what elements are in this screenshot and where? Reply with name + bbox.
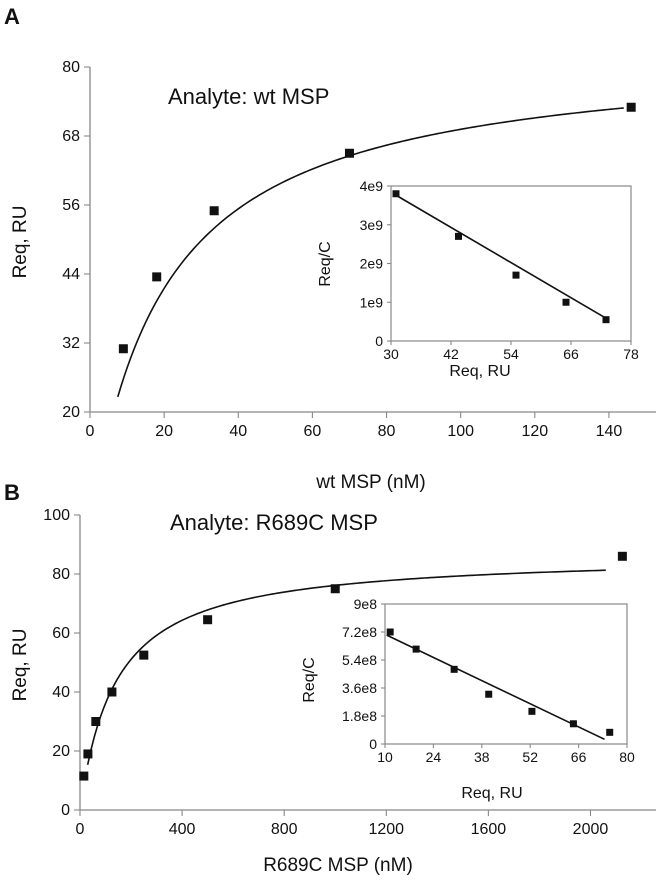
panel-b-inset-x-tick-label: 52: [522, 749, 538, 765]
panel-a-y-axis-title: Req, RU: [10, 206, 31, 279]
panel-a-fit-curve: [117, 107, 624, 398]
panel-a-inset-y-tick-label: 3e9: [360, 217, 384, 233]
panel-b-y-axis-title: Req, RU: [10, 629, 31, 702]
panel-b-inset-y-tick-label: 0: [369, 736, 377, 752]
panel-b-y-tick-label: 80: [52, 566, 70, 583]
panel-b-x-tick-label: 2000: [573, 821, 609, 838]
panel-b-fit-curve: [86, 569, 606, 765]
panel-b-x-tick-label: 1600: [471, 821, 507, 838]
panel-a-inset-data-point: [602, 316, 610, 324]
panel-b-data-point: [83, 749, 93, 759]
panel-a-inset-y-tick-label: 0: [375, 333, 383, 349]
panel-b-y-tick-label: 40: [52, 684, 70, 701]
panel-a-data-point: [118, 344, 128, 354]
panel-a-data-point: [209, 206, 219, 216]
panel-b-x-tick-label: 1200: [368, 821, 404, 838]
panel-b-inset-data-point: [569, 720, 577, 728]
panel-b-x-tick-label: 0: [76, 821, 85, 838]
panel-a-y-tick-label: 56: [62, 197, 80, 214]
panel-b-letter: B: [4, 480, 20, 505]
panel-a-plot: 20 32 44 56 68 80 0 20 40 60 80 100 120 140: [62, 59, 656, 440]
panel-a-y-tick-label: 32: [62, 335, 80, 352]
panel-a-y-tick-label: 68: [62, 128, 80, 145]
panel-a-inset-x-tick-label: 30: [383, 346, 399, 362]
panel-a-x-tick-label: 20: [155, 423, 173, 440]
panel-a-x-tick-label: 80: [378, 423, 396, 440]
panel-a-x-tick-label: 40: [229, 423, 247, 440]
panel-b-y-tick-label: 20: [52, 743, 70, 760]
panel-b-y-tick-label: 60: [52, 625, 70, 642]
panel-b-data-point: [203, 615, 213, 625]
panel-b-data-point: [79, 771, 89, 781]
panel-a-x-axis-title: wt MSP (nM): [315, 472, 425, 493]
panel-a-inset-x-tick-label: 54: [503, 346, 519, 362]
panel-a-x-tick-label: 100: [447, 423, 474, 440]
panel-b-y-tick-label: 0: [61, 802, 70, 819]
panel-a-inset-x-title: Req, RU: [449, 363, 510, 380]
panel-b-data-point: [91, 717, 101, 726]
panel-a-inset-y-title: Req/C: [317, 241, 334, 286]
panel-a-inset-data-point: [562, 298, 570, 306]
panel-a-inset-y-tick-label: 1e9: [360, 294, 384, 310]
panel-a-x-tick-label: 120: [521, 423, 548, 440]
panel-a-y-tick-label: 20: [62, 404, 80, 421]
panel-b-inset-x-tick-label: 24: [426, 749, 442, 765]
panel-a-inset-y-tick-label: 2e9: [360, 256, 384, 272]
panel-a-inset-x-tick-label: 66: [563, 346, 579, 362]
panel-b-x-tick-label: 400: [169, 821, 196, 838]
panel-a-inset-x-tick-label: 42: [443, 346, 459, 362]
panel-a-data-point: [344, 148, 354, 158]
panel-b-y-tick-label: 100: [43, 507, 70, 524]
panel-a-inset-fit-line: [393, 193, 609, 321]
panel-b-inset-data-point: [450, 665, 458, 673]
panel-a-inset-x-tick-label: 78: [623, 346, 639, 362]
panel-b-inset-x-title: Req, RU: [461, 785, 522, 802]
panel-a: A 20 32 44 56 68 80 0 20 40 60 80 100 120 140 Analyte…: [4, 4, 656, 493]
panel-a-x-tick-label: 0: [86, 423, 95, 440]
panel-b-inset-data-point: [528, 707, 536, 715]
panel-b-inset-data-point: [485, 690, 493, 698]
panel-a-inset-data-point: [392, 190, 400, 198]
panel-b-inset-data-point: [606, 728, 614, 736]
panel-b-inset-x-tick-label: 38: [474, 749, 490, 765]
panel-b-data-point: [617, 551, 627, 561]
panel-a-annotation: Analyte: wt MSP: [168, 84, 329, 109]
panel-a-inset-y-tick-label: 4e9: [360, 178, 384, 194]
panel-b-inset-x-tick-label: 66: [571, 749, 587, 765]
panel-b-inset-y-tick-label: 9e8: [354, 596, 378, 612]
panel-a-x-tick-label: 60: [304, 423, 322, 440]
panel-a-data-point: [152, 272, 162, 282]
panel-a-data-point: [626, 102, 636, 112]
panel-a-x-tick-label: 140: [596, 423, 623, 440]
panel-b-inset-x-tick-label: 80: [619, 749, 635, 765]
panel-b-data-point: [139, 650, 149, 660]
panel-b-inset-y-tick-label: 5.4e8: [342, 652, 377, 668]
panel-b-inset-fit-line: [386, 634, 605, 741]
panel-b-inset-x-tick-label: 10: [377, 749, 393, 765]
panel-b-data-point: [107, 687, 117, 697]
panel-b-inset-y-tick-label: 7.2e8: [342, 624, 377, 640]
panel-b-annotation: Analyte: R689C MSP: [170, 510, 378, 535]
panel-b-inset-y-title: Req/C: [301, 657, 318, 702]
panel-b-inset-data-point: [386, 628, 394, 636]
panel-b-inset-y-tick-label: 3.6e8: [342, 680, 377, 696]
panel-b-inset-frame: [384, 603, 628, 745]
panel-b-x-tick-label: 800: [271, 821, 298, 838]
panel-a-inset: 0 1e9 2e9 3e9 4e9 30 42 54 66 78: [360, 178, 639, 362]
panel-b-x-axis-title: R689C MSP (nM): [263, 855, 413, 876]
panel-a-y-tick-label: 44: [62, 266, 80, 283]
panel-a-inset-data-point: [512, 271, 520, 279]
panel-b-inset-y-tick-label: 1.8e8: [342, 708, 377, 724]
panel-b-inset-data-point: [412, 645, 420, 653]
panel-a-y-tick-label: 80: [62, 59, 80, 76]
panel-a-inset-data-point: [455, 232, 462, 240]
panel-b-inset: 0 1.8e8 3.6e8 5.4e8 7.2e8 9e8 10 24 38 52 66 80: [342, 596, 635, 765]
panel-b-data-point: [330, 584, 340, 594]
panel-a-letter: A: [4, 4, 20, 29]
